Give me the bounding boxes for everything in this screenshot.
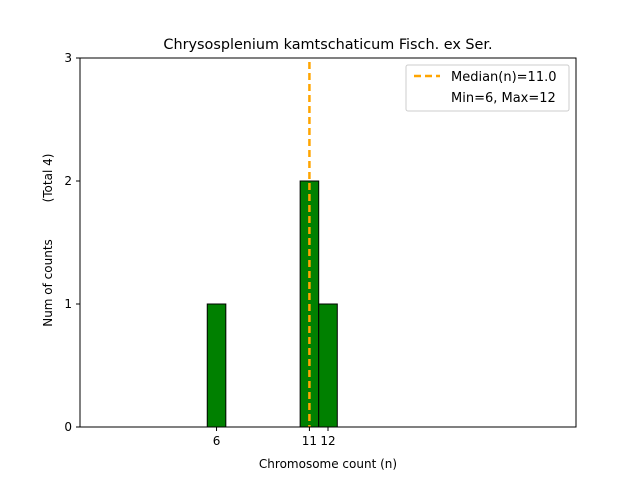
y-axis-label: Num of counts [41,239,55,327]
x-tick-label: 12 [320,434,335,448]
legend-min-max-label: Min=6, Max=12 [451,91,556,106]
legend-box [405,64,570,112]
legend-median-label: Median(n)=11.0 [451,70,557,85]
x-tick-label: 6 [213,434,221,448]
bar-n-12 [318,303,338,428]
y-tick-label: 0 [64,420,72,434]
x-axis-ticks: 6 11 12 [213,427,336,448]
y-axis-ticks: 0 1 2 3 [64,51,80,434]
y-tick-label: 2 [64,174,72,188]
bar-n-6 [206,303,227,428]
bars-group [114,180,394,428]
y-tick-label: 1 [64,297,72,311]
legend: Median(n)=11.0 Min=6, Max=12 [405,64,570,112]
y-axis-total-label: (Total 4) [41,154,55,203]
chart-title: Chrysosplenium kamtschaticum Fisch. ex S… [163,37,492,53]
x-axis-label: Chromosome count (n) [259,457,397,471]
y-tick-label: 3 [64,51,72,65]
x-tick-label: 11 [302,434,317,448]
